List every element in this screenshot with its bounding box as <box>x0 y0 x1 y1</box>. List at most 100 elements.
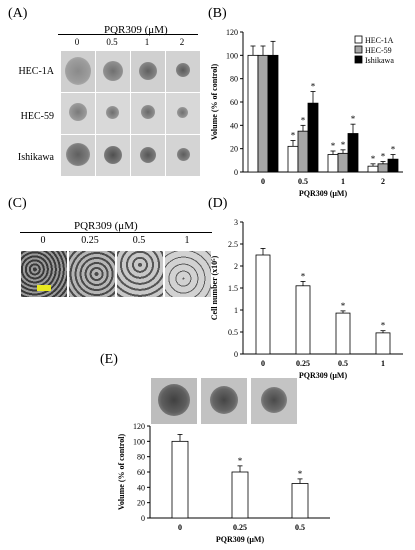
significance-marker: * <box>341 140 346 150</box>
y-tick-label: 40 <box>230 121 238 130</box>
chart-b: 0 20 40 60 80 100 120 0 * * * 0.5 * * * 1 * * * 2 PQR309 (μM… <box>210 28 403 198</box>
legend-label: HEC-59 <box>365 46 392 55</box>
panel-a-conc-2: 1 <box>144 37 150 47</box>
y-tick-label: 0.5 <box>228 328 238 337</box>
x-tick-label: 0.25 <box>233 523 247 532</box>
bar <box>337 152 349 173</box>
legend-label: Ishikawa <box>365 56 394 65</box>
bar <box>335 312 351 355</box>
significance-marker: * <box>381 321 386 331</box>
x-tick-label: 0.5 <box>295 523 305 532</box>
y-tick-label: 120 <box>226 28 238 37</box>
y-tick-label: 40 <box>137 483 145 492</box>
bar <box>287 145 299 173</box>
x-tick-label: 1 <box>381 359 385 368</box>
y-tick-label: 0 <box>234 350 238 359</box>
legend-swatch <box>354 35 363 44</box>
cell-culture-image <box>20 250 68 298</box>
spheroid-image <box>130 50 166 93</box>
x-axis-title: PQR309 (μM) <box>299 189 348 198</box>
spheroid-image <box>250 377 298 425</box>
y-tick-label: 100 <box>226 51 238 60</box>
y-tick-label: 60 <box>137 468 145 477</box>
y-tick-label: 0 <box>234 168 238 177</box>
panel-a-image-grid <box>60 50 201 177</box>
bar <box>255 254 271 355</box>
y-axis-title: Cell number (x10⁵) <box>210 255 219 320</box>
bar <box>231 471 249 519</box>
panel-c-image-strip <box>20 250 214 298</box>
significance-marker: * <box>301 271 306 281</box>
spheroid-image <box>95 134 131 177</box>
bar <box>291 483 309 519</box>
y-tick-label: 20 <box>230 145 238 154</box>
panel-e-image-strip <box>150 377 298 425</box>
x-tick-label: 0.5 <box>298 177 308 186</box>
panel-c-conc-2: 0.5 <box>132 235 146 246</box>
spheroid-image <box>165 134 201 177</box>
significance-marker: * <box>371 154 376 164</box>
y-tick-label: 1.5 <box>228 284 238 293</box>
chart-d: 0 0.5 1 1.5 2 2.5 3 0 * 0.25 * 0.5 * 1 PQR309 (μM) Cell… <box>210 218 403 380</box>
panel-a-conc-3: 2 <box>179 37 185 47</box>
legend-label: HEC-1A <box>365 36 394 45</box>
bar <box>375 332 391 355</box>
panel-a-concentration-row: 0 0.5 1 2 <box>60 37 200 48</box>
bar <box>377 163 389 173</box>
bar <box>247 54 259 173</box>
panel-d-label: (D) <box>208 196 228 211</box>
bar <box>307 102 319 173</box>
chart-e: 0 20 40 60 80 100 120 0 * 0.25 * 0.5 PQR309 (μM) Volu… <box>117 422 330 544</box>
y-tick-label: 100 <box>133 437 145 446</box>
significance-marker: * <box>351 114 356 124</box>
cell-culture-image <box>164 250 212 298</box>
y-tick-label: 20 <box>137 499 145 508</box>
panel-b-label: (B) <box>208 6 227 21</box>
panel-a-conc-1: 0.5 <box>106 37 118 47</box>
y-tick-label: 60 <box>230 98 238 107</box>
bar <box>295 285 311 355</box>
x-tick-label: 0.25 <box>296 359 310 368</box>
significance-marker: * <box>331 141 336 151</box>
significance-marker: * <box>311 82 316 92</box>
panel-a-row-label-ishikawa: Ishikawa <box>17 152 54 163</box>
spheroid-image <box>200 377 248 425</box>
spheroid-image <box>95 50 131 93</box>
panel-a-row-label-hec1a: HEC-1A <box>18 66 54 77</box>
significance-marker: * <box>238 456 243 466</box>
y-tick-label: 0 <box>141 514 145 523</box>
panel-c-label: (C) <box>8 196 27 211</box>
y-tick-label: 2.5 <box>228 240 238 249</box>
scale-bar <box>37 285 51 291</box>
bar <box>387 158 399 173</box>
spheroid-image <box>165 50 201 93</box>
y-axis-title: Volume (% of control) <box>210 64 219 141</box>
bar <box>297 130 309 173</box>
x-tick-label: 0 <box>261 177 265 186</box>
bar <box>327 154 339 173</box>
y-tick-label: 1 <box>234 306 238 315</box>
panel-c-conc-3: 1 <box>184 235 190 246</box>
panel-a-row-label-hec59: HEC-59 <box>20 111 54 122</box>
panel-c-conc-0: 0 <box>40 235 46 246</box>
panel-a-concentration-title: PQR309 (μM) <box>104 24 168 36</box>
spheroid-image <box>150 377 198 425</box>
spheroid-image <box>60 50 96 93</box>
significance-marker: * <box>381 152 386 162</box>
spheroid-image <box>130 134 166 177</box>
x-tick-label: 2 <box>381 177 385 186</box>
x-axis-title: PQR309 (μM) <box>216 535 265 544</box>
significance-marker: * <box>391 145 396 155</box>
x-tick-label: 0 <box>261 359 265 368</box>
bar <box>347 133 359 173</box>
panel-a-label: (A) <box>8 6 28 21</box>
panel-a-conc-0: 0 <box>74 37 80 47</box>
x-tick-label: 0.5 <box>338 359 348 368</box>
y-tick-label: 80 <box>137 453 145 462</box>
bar <box>267 54 279 173</box>
significance-marker: * <box>291 131 296 141</box>
bar <box>367 165 379 173</box>
panel-a-title-rule <box>58 34 198 35</box>
significance-marker: * <box>341 301 346 311</box>
legend-swatch <box>354 55 363 64</box>
